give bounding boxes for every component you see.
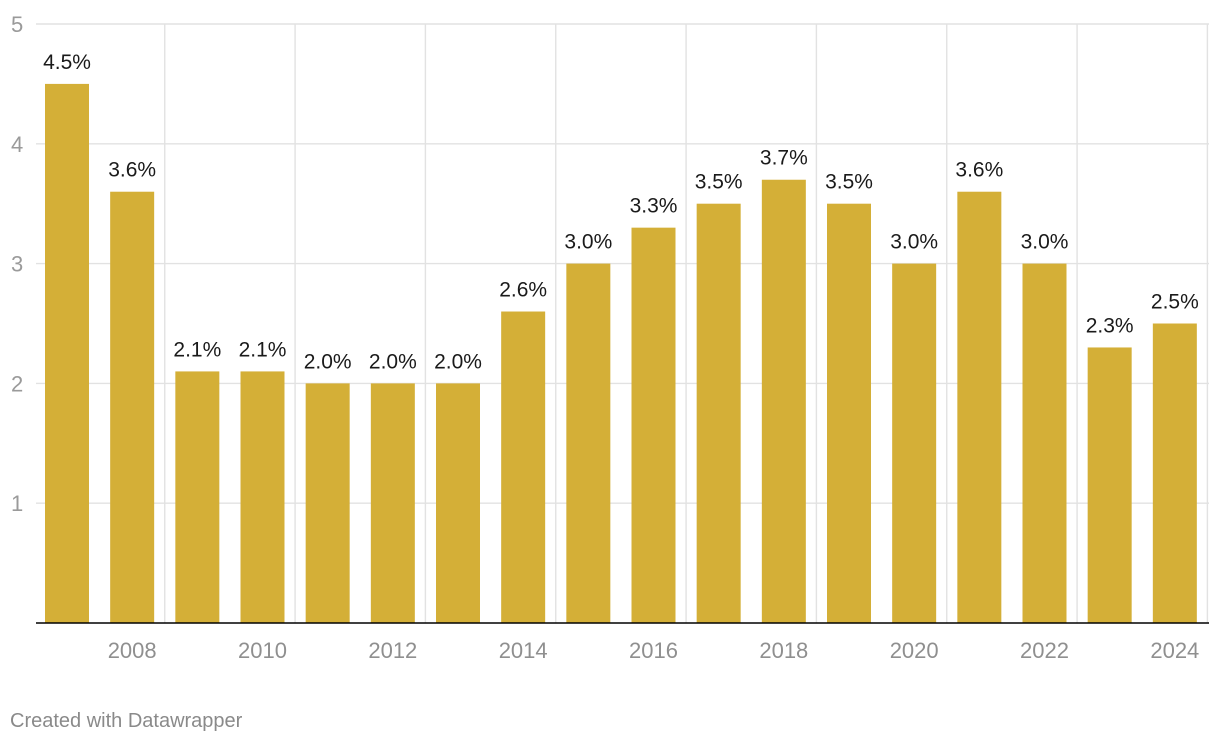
bar-value-label: 2.1% [239, 338, 287, 361]
x-tick-label: 2012 [368, 638, 417, 663]
y-tick-label: 2 [11, 371, 23, 396]
y-tick-label: 5 [11, 12, 23, 37]
bar-value-label: 2.0% [304, 350, 352, 373]
bar-2007 [45, 84, 89, 623]
bar-value-label: 4.5% [43, 51, 91, 74]
y-axis-ticks: 1 2 3 4 5 [11, 12, 23, 516]
x-tick-label: 2010 [238, 638, 287, 663]
bar-2011 [306, 383, 350, 623]
bar-value-label: 3.0% [564, 231, 612, 254]
bar-2019 [827, 204, 871, 623]
bar-2020 [892, 264, 936, 623]
bar-2016 [632, 228, 676, 623]
y-tick-label: 3 [11, 252, 23, 277]
bar-value-label: 3.5% [695, 171, 743, 194]
bar-value-label: 2.1% [173, 338, 221, 361]
bar-2018 [762, 180, 806, 623]
x-tick-label: 2008 [108, 638, 157, 663]
bar-value-label: 3.6% [108, 159, 156, 182]
bar-value-label: 3.3% [630, 195, 678, 218]
x-tick-label: 2018 [759, 638, 808, 663]
bar-value-label: 2.3% [1086, 314, 1134, 337]
y-tick-label: 4 [11, 132, 23, 157]
bar-value-label: 2.5% [1151, 291, 1199, 314]
bar-2015 [566, 264, 610, 623]
bar-2022 [1023, 264, 1067, 623]
bar-2013 [436, 383, 480, 623]
bar-value-label: 3.0% [890, 231, 938, 254]
x-tick-label: 2020 [890, 638, 939, 663]
x-tick-label: 2022 [1020, 638, 1069, 663]
bar-value-label: 3.7% [760, 147, 808, 170]
x-tick-label: 2024 [1150, 638, 1199, 663]
bar-2017 [697, 204, 741, 623]
bar-value-label: 3.6% [955, 159, 1003, 182]
bar-2021 [957, 192, 1001, 623]
bar-2014 [501, 312, 545, 623]
bar-chart: 4.5% 3.6% 2.1% 2.1% 2.0% 2.0% 2.0% 2.6% 3.0% 3.3%… [0, 0, 1220, 700]
bar-2024 [1153, 324, 1197, 624]
bar-value-label: 3.0% [1021, 231, 1069, 254]
bar-value-label: 2.0% [369, 350, 417, 373]
bar-value-label: 2.0% [434, 350, 482, 373]
footer-credit: Created with Datawrapper [10, 710, 242, 733]
bar-2010 [241, 371, 285, 623]
x-tick-label: 2016 [629, 638, 678, 663]
y-tick-label: 1 [11, 491, 23, 516]
bar-2008 [110, 192, 154, 623]
bar-value-label: 3.5% [825, 171, 873, 194]
x-axis-ticks: 2008 2010 2012 2014 2016 2018 2020 2022 2024 [108, 638, 1200, 663]
bar-2012 [371, 383, 415, 623]
bar-2023 [1088, 347, 1132, 623]
bar-2009 [175, 371, 219, 623]
bar-value-label: 2.6% [499, 279, 547, 302]
x-tick-label: 2014 [499, 638, 548, 663]
